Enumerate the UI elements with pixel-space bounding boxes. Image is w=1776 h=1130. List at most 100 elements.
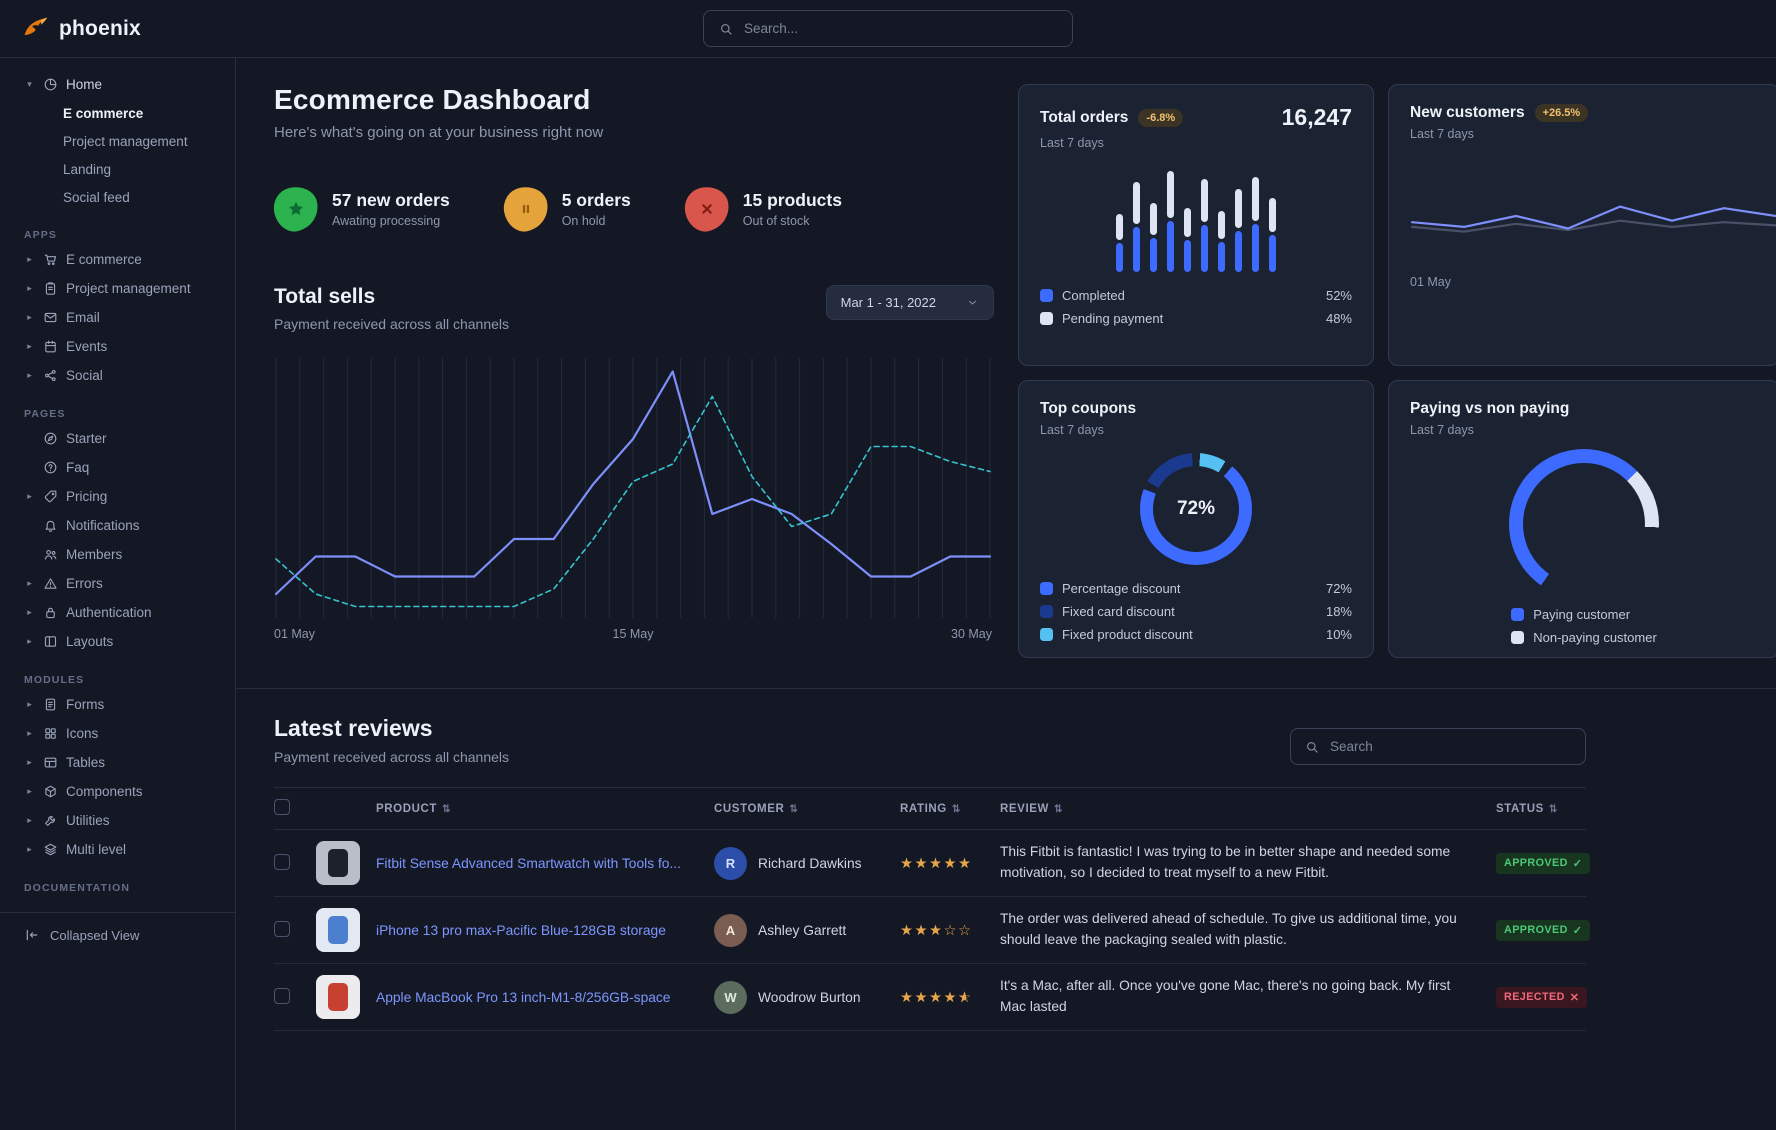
stat-value: 5 orders: [561, 190, 631, 210]
sidebar-item-e-commerce[interactable]: E commerce: [63, 105, 144, 121]
row-checkbox[interactable]: [274, 920, 290, 937]
column-header-review[interactable]: REVIEW ⇅: [992, 787, 1488, 830]
star-filled-icon: ★: [914, 855, 929, 872]
main-content: Ecommerce Dashboard Here's what's going …: [236, 58, 1776, 1130]
total-sells-title: Total sells: [274, 285, 376, 308]
row-checkbox[interactable]: [274, 853, 290, 870]
order-bar: [1133, 181, 1140, 272]
select-all-checkbox[interactable]: [274, 799, 290, 815]
reviews-table: PRODUCT ⇅ CUSTOMER ⇅ RATING ⇅ REVIEW ⇅ STATUS ⇅ F…: [274, 787, 1591, 1031]
sidebar-item-label: Components: [66, 784, 143, 799]
star-filled-icon: ★: [900, 855, 915, 872]
sidebar-item-multi-level[interactable]: ▸ Multi level: [0, 835, 235, 864]
total-sells-chart: [274, 358, 994, 621]
stat-value: 15 products: [742, 190, 842, 210]
column-header-product[interactable]: PRODUCT ⇅: [308, 787, 706, 830]
sidebar-item-faq[interactable]: Faq: [0, 453, 235, 482]
total-sells-subtitle: Payment received across all channels: [274, 316, 510, 332]
legend-value: 48%: [1325, 311, 1352, 326]
star-empty-icon: ☆: [958, 922, 973, 939]
column-header-rating[interactable]: RATING ⇅: [892, 787, 992, 830]
reviews-table-body: Fitbit Sense Advanced Smartwatch with To…: [274, 829, 1591, 1031]
sidebar-item-project-management[interactable]: ▸ Project management: [0, 274, 235, 303]
sidebar-item-label: Pricing: [66, 489, 108, 504]
sidebar-item-label: Members: [66, 547, 123, 562]
sidebar-item-e-commerce[interactable]: ▸ E commerce: [0, 245, 235, 274]
question-icon: [43, 460, 58, 475]
product-link[interactable]: Fitbit Sense Advanced Smartwatch with To…: [376, 855, 681, 871]
sidebar-item-members[interactable]: Members: [0, 540, 235, 569]
sidebar-item-utilities[interactable]: ▸ Utilities: [0, 806, 235, 835]
reviews-search-input[interactable]: [1330, 739, 1572, 754]
date-range-value: Mar 1 - 31, 2022: [840, 295, 936, 310]
chevron-down-icon: [966, 296, 979, 309]
star-filled-icon: ★: [929, 922, 944, 939]
sidebar-item-project-management[interactable]: Project management: [63, 133, 188, 149]
paying-period: Last 7 days: [1410, 423, 1474, 437]
product-link[interactable]: Apple MacBook Pro 13 inch-M1-8/256GB-spa…: [376, 989, 671, 1005]
date-range-select[interactable]: Mar 1 - 31, 2022: [825, 285, 994, 320]
sidebar-item-layouts[interactable]: ▸ Layouts: [0, 627, 235, 656]
reviews-search[interactable]: [1290, 728, 1586, 765]
brand[interactable]: phoenix: [22, 15, 141, 43]
latest-reviews-section: Latest reviews Payment received across a…: [274, 715, 1591, 1031]
paying-arc-chart: [1509, 449, 1659, 599]
sidebar-item-social-feed[interactable]: Social feed: [63, 189, 130, 205]
global-search[interactable]: [703, 10, 1073, 47]
stat-desc: Awating processing: [332, 214, 441, 228]
kpi-cards: Total orders -6.8% 16,247 Last 7 days Co…: [1018, 84, 1776, 658]
chevron-collapsed-icon: ▸: [27, 312, 32, 322]
check-icon: ✓: [1572, 857, 1583, 870]
sidebar-item-tables[interactable]: ▸ Tables: [0, 748, 235, 777]
chevron-collapsed-icon: ▸: [27, 844, 32, 854]
column-label: RATING: [900, 802, 947, 815]
order-bar: [1150, 203, 1157, 272]
chevron-collapsed-icon: ▸: [27, 786, 32, 796]
sidebar-item-social[interactable]: ▸ Social: [0, 361, 235, 390]
hero-section: Ecommerce Dashboard Here's what's going …: [269, 84, 1776, 658]
search-icon: [718, 21, 734, 37]
customer-name: Richard Dawkins: [758, 855, 862, 871]
wrench-icon: [43, 813, 58, 828]
sidebar-section-label-apps: APPS: [24, 229, 57, 241]
star-filled-icon: ★: [929, 989, 944, 1006]
sidebar-item-home[interactable]: ▾ Home: [0, 70, 235, 99]
total_sells-chart-svg: [274, 358, 992, 618]
product-link[interactable]: iPhone 13 pro max-Pacific Blue-128GB sto…: [376, 922, 666, 938]
avatar: W: [714, 980, 747, 1014]
sidebar-item-icons[interactable]: ▸ Icons: [0, 719, 235, 748]
status-label: REJECTED: [1504, 991, 1565, 1003]
sidebar-item-landing[interactable]: Landing: [63, 161, 112, 177]
sidebar-item-label: Forms: [66, 697, 105, 712]
avatar: A: [714, 913, 747, 947]
sort-icon: ⇅: [442, 803, 452, 815]
sidebar-item-events[interactable]: ▸ Events: [0, 332, 235, 361]
rating-stars: ★★★★★☆: [900, 990, 973, 1006]
sidebar-item-errors[interactable]: ▸ Errors: [0, 569, 235, 598]
legend-label: Fixed card discount: [1062, 604, 1175, 619]
stat-value: 57 new orders: [332, 190, 450, 210]
sidebar-item-starter[interactable]: Starter: [0, 424, 235, 453]
row-checkbox[interactable]: [274, 987, 290, 1004]
sidebar-item-notifications[interactable]: Notifications: [0, 511, 235, 540]
sidebar-item-authentication[interactable]: ▸ Authentication: [0, 598, 235, 627]
legend-label: Completed: [1062, 288, 1125, 303]
sidebar-item-label: Layouts: [66, 634, 114, 649]
sidebar-item-components[interactable]: ▸ Components: [0, 777, 235, 806]
column-header-status[interactable]: STATUS ⇅: [1488, 787, 1586, 830]
brand-name: phoenix: [59, 16, 141, 40]
chevron-collapsed-icon: ▸: [27, 370, 32, 380]
sidebar-item-label: Events: [66, 339, 108, 354]
calendar-icon: [43, 339, 58, 354]
column-header-customer[interactable]: CUSTOMER ⇅: [706, 787, 892, 830]
sidebar-item-pricing[interactable]: ▸ Pricing: [0, 482, 235, 511]
total-sells-x-axis: 01 May 15 May 30 May: [274, 627, 992, 641]
global-search-input[interactable]: [744, 21, 1058, 36]
sidebar-item-forms[interactable]: ▸ Forms: [0, 690, 235, 719]
sidebar-item-email[interactable]: ▸ Email: [0, 303, 235, 332]
chevron-collapsed-icon: ▸: [27, 607, 32, 617]
collapsed-view-toggle[interactable]: Collapsed View: [0, 912, 235, 957]
total-orders-title: Total orders: [1040, 108, 1129, 126]
order-bar: [1116, 213, 1123, 272]
search-icon: [1304, 739, 1320, 755]
